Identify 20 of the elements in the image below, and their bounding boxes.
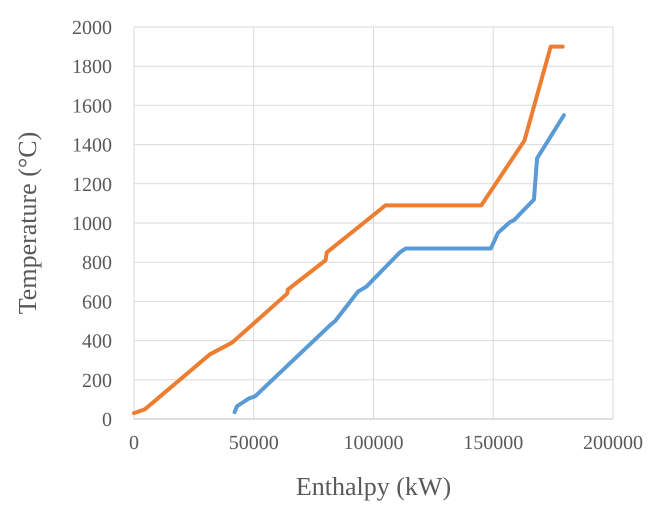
y-tick-label: 800	[82, 252, 112, 274]
y-tick-label: 1200	[72, 174, 112, 196]
x-tick-label: 50000	[228, 432, 279, 454]
line-series	[132, 44, 565, 416]
y-tick-label: 200	[82, 370, 112, 392]
x-tick-label: 100000	[344, 432, 404, 454]
y-tick-label: 1000	[72, 213, 112, 235]
y-tick-label: 0	[102, 409, 112, 431]
y-tick-label: 400	[82, 330, 112, 353]
x-tick-label: 200000	[583, 432, 643, 454]
y-tick-label: 600	[82, 291, 112, 314]
y-tick-label: 2000	[72, 17, 112, 39]
line-series	[232, 113, 566, 414]
x-tick-label: 0	[129, 432, 139, 454]
y-axis-title: Temperature (°C)	[13, 132, 42, 314]
y-tick-label: 1400	[72, 134, 112, 157]
x-tick-label: 150000	[463, 432, 524, 454]
x-axis-title: Enthalpy (kW)	[296, 472, 452, 501]
y-tick-label: 1800	[72, 56, 112, 78]
y-tick-label: 1600	[72, 95, 112, 118]
